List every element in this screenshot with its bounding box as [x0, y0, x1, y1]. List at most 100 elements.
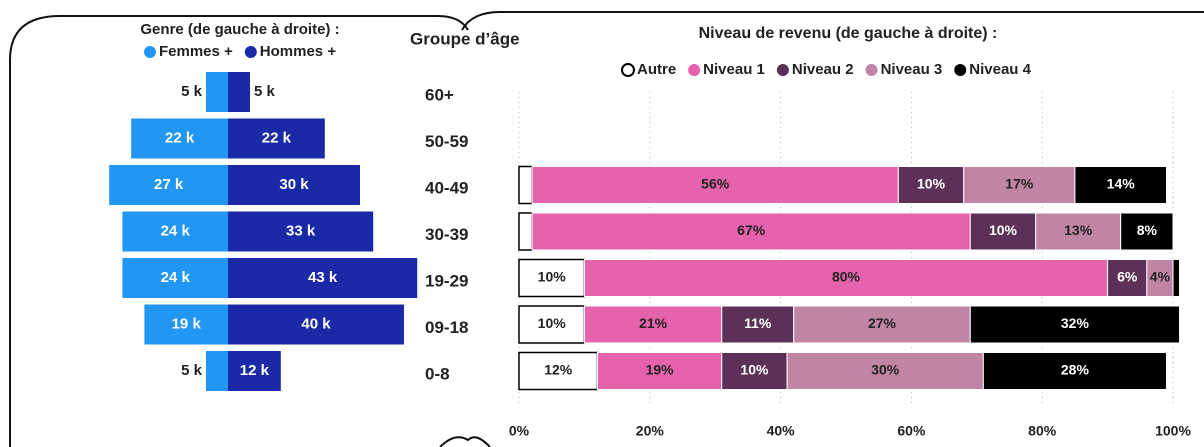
bar-segment	[721, 305, 795, 344]
data-label: 5 k	[181, 362, 203, 379]
legend-marker	[954, 64, 967, 76]
legend-label: Femmes +	[159, 43, 233, 60]
legend-label: Hommes +	[260, 43, 337, 60]
legend-marker	[144, 46, 156, 58]
data-label: 17%	[1005, 176, 1034, 192]
data-label: 28%	[1061, 362, 1090, 378]
data-label: 8%	[1137, 222, 1158, 238]
bar-segment	[583, 305, 723, 344]
x-tick-label: 60%	[897, 423, 926, 439]
legend-marker	[621, 63, 635, 77]
data-label: 11%	[744, 315, 772, 331]
bar-segment	[793, 305, 971, 344]
data-label: 80%	[832, 269, 861, 285]
left-panel-outline	[9, 15, 469, 447]
age-label: 0-8	[425, 364, 450, 383]
data-label: 19 k	[172, 315, 202, 332]
bar-segment	[1172, 259, 1181, 297]
data-label: 24 k	[161, 222, 191, 239]
bar-segment	[1107, 259, 1148, 297]
bar-segment	[518, 258, 586, 298]
bottom-outline	[439, 436, 491, 447]
x-tick-label: 100%	[1155, 423, 1191, 439]
age-label: 60+	[425, 85, 454, 104]
bar	[122, 211, 228, 252]
bar-segment	[969, 212, 1037, 251]
data-label: 27 k	[154, 176, 184, 193]
bar-segment	[721, 352, 788, 390]
bar-segment	[518, 351, 599, 391]
age-label: 40-49	[425, 178, 468, 197]
bar-segment	[982, 352, 1167, 390]
data-label: 13%	[1064, 222, 1093, 238]
age-label: 50-59	[425, 132, 468, 151]
age-label: 19-29	[425, 271, 468, 290]
data-label: 43 k	[308, 269, 338, 286]
data-label: 67%	[737, 222, 766, 238]
legend-marker	[244, 46, 257, 58]
data-label: 5 k	[254, 83, 276, 100]
gender-legend-title: Genre (de gauche à droite) :	[140, 21, 339, 38]
age-label: 30-39	[425, 225, 468, 244]
bar	[144, 304, 228, 345]
bar-segment	[531, 166, 899, 204]
bar-segment	[518, 165, 533, 205]
bar	[206, 351, 228, 391]
bar-segment	[1146, 259, 1174, 297]
data-label: 10%	[538, 315, 567, 331]
chart-title: Niveau de revenu (de gauche à droite) :	[699, 25, 998, 42]
data-label: 27%	[868, 315, 897, 331]
data-label: 32%	[1061, 315, 1090, 331]
data-label: 4%	[1150, 269, 1171, 285]
bar-segment	[969, 305, 1181, 344]
bar-segment	[786, 352, 984, 390]
bar	[228, 351, 281, 391]
data-label: 10%	[538, 269, 567, 285]
bar	[228, 165, 360, 205]
bar-segment	[1074, 166, 1167, 204]
data-label: 56%	[701, 176, 730, 192]
data-label: 30%	[871, 362, 900, 378]
x-tick-label: 0%	[509, 423, 530, 439]
age-axis-title: Groupe d’âge	[410, 29, 520, 48]
bar-segment	[1035, 212, 1122, 251]
legend-marker	[865, 64, 878, 76]
bar-segment	[531, 212, 971, 251]
data-label: 21%	[639, 315, 668, 331]
legend-label: Niveau 1	[703, 61, 765, 78]
data-label: 14%	[1107, 176, 1136, 192]
data-label: 40 k	[301, 315, 331, 332]
bar	[228, 72, 250, 112]
x-tick-label: 80%	[1028, 423, 1057, 439]
data-label: 33 k	[286, 222, 316, 239]
bar-segment	[596, 352, 723, 390]
data-label: 22 k	[165, 129, 195, 146]
x-tick-label: 20%	[636, 423, 665, 439]
bar-segment	[518, 305, 586, 344]
data-label: 12 k	[240, 362, 270, 379]
legend-label: Niveau 2	[792, 61, 854, 78]
x-tick-label: 40%	[767, 423, 796, 439]
bar	[228, 304, 404, 345]
data-label: 5 k	[181, 83, 203, 100]
data-label: 22 k	[262, 129, 292, 146]
legend-label: Niveau 4	[969, 61, 1031, 78]
data-label: 10%	[917, 176, 946, 192]
legend-label: Niveau 3	[881, 61, 943, 78]
legend-marker	[776, 64, 789, 76]
data-label: 24 k	[161, 269, 191, 286]
data-label: 10%	[989, 222, 1018, 238]
age-label: 09-18	[425, 318, 468, 337]
bar	[228, 211, 374, 252]
data-label: 12%	[544, 362, 573, 378]
data-label: 6%	[1117, 269, 1138, 285]
bar-segment	[1120, 212, 1174, 251]
bar	[228, 118, 325, 159]
legend-marker	[688, 64, 701, 76]
data-label: 30 k	[279, 176, 309, 193]
bar	[109, 165, 228, 205]
legend-label: Autre	[637, 61, 676, 78]
data-label: 10%	[740, 362, 769, 378]
bar	[122, 258, 228, 298]
